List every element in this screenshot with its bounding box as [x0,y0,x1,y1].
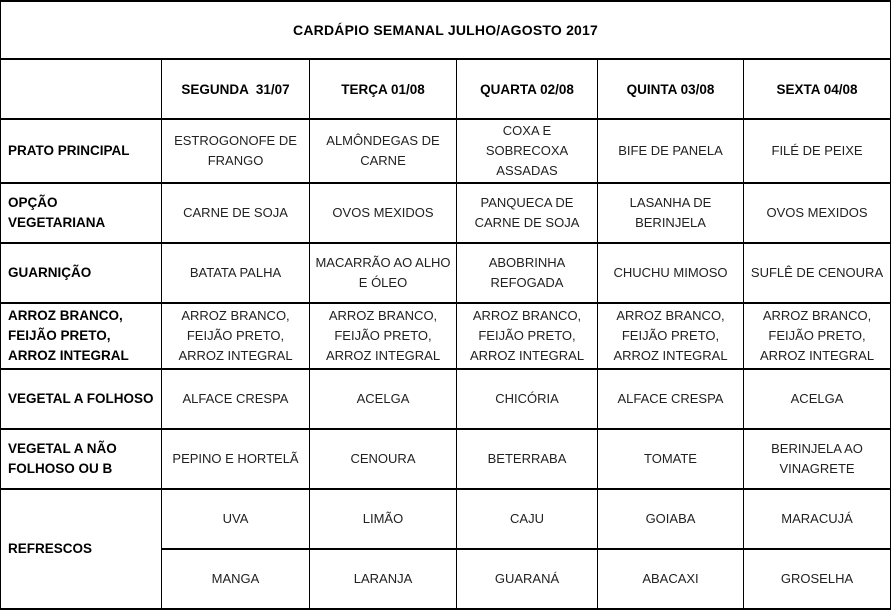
row-label-vegetal-nao-folhoso: VEGETAL A NÃO FOLHOSO OU B [0,428,162,490]
menu-cell: ALMÔNDEGAS DE CARNE [309,118,457,184]
menu-cell: ARROZ BRANCO, FEIJÃO PRETO, ARROZ INTEGR… [309,302,457,370]
menu-cell: ALFACE CRESPA [161,368,310,430]
menu-cell: ALFACE CRESPA [597,368,744,430]
menu-cell: CHICÓRIA [456,368,598,430]
menu-cell: GOIABA [597,488,744,550]
column-header-sexta: SEXTA 04/08 [742,58,891,120]
header-row: SEGUNDA 31/07 TERÇA 01/08 QUARTA 02/08 Q… [0,58,891,120]
menu-cell: ARROZ BRANCO, FEIJÃO PRETO, ARROZ INTEGR… [161,302,310,370]
menu-cell: SUFLÊ DE CENOURA [742,242,891,304]
menu-cell: LARANJA [309,548,457,610]
menu-cell: CHUCHU MIMOSO [597,242,744,304]
menu-cell: OVOS MEXIDOS [742,182,891,244]
menu-cell: PANQUECA DE CARNE DE SOJA [456,182,598,244]
table-row: VEGETAL A NÃO FOLHOSO OU B PEPINO E HORT… [0,428,891,490]
row-label-arroz-feijao: ARROZ BRANCO, FEIJÃO PRETO, ARROZ INTEGR… [0,302,162,370]
menu-cell: ARROZ BRANCO, FEIJÃO PRETO, ARROZ INTEGR… [742,302,891,370]
table-row-refrescos-1: REFRESCOS UVA LIMÃO CAJU GOIABA MARACUJÁ [0,488,891,610]
corner-cell [0,58,162,120]
menu-cell: ARROZ BRANCO, FEIJÃO PRETO, ARROZ INTEGR… [456,302,598,370]
menu-cell: COXA E SOBRECOXA ASSADAS [456,118,598,184]
menu-cell: BIFE DE PANELA [597,118,744,184]
title-row: CARDÁPIO SEMANAL JULHO/AGOSTO 2017 [0,0,891,60]
column-header-segunda: SEGUNDA 31/07 [161,58,310,120]
menu-title: CARDÁPIO SEMANAL JULHO/AGOSTO 2017 [0,0,891,60]
menu-cell: UVA [161,488,310,550]
menu-cell: ACELGA [742,368,891,430]
column-header-terca: TERÇA 01/08 [309,58,457,120]
menu-cell: ACELGA [309,368,457,430]
column-header-quarta: QUARTA 02/08 [456,58,598,120]
table-row: GUARNIÇÃO BATATA PALHA MACARRÃO AO ALHO … [0,242,891,304]
menu-cell: BETERRABA [456,428,598,490]
menu-cell: MACARRÃO AO ALHO E ÓLEO [309,242,457,304]
column-header-quinta: QUINTA 03/08 [597,58,744,120]
row-label-prato-principal: PRATO PRINCIPAL [0,118,162,184]
table-row: PRATO PRINCIPAL ESTROGONOFE DE FRANGO AL… [0,118,891,184]
menu-cell: TOMATE [597,428,744,490]
menu-cell: ESTROGONOFE DE FRANGO [161,118,310,184]
menu-cell: ABACAXI [597,548,744,610]
menu-cell: CENOURA [309,428,457,490]
menu-cell: GROSELHA [742,548,891,610]
row-label-opcao-vegetariana: OPÇÃO VEGETARIANA [0,182,162,244]
menu-cell: PEPINO E HORTELÃ [161,428,310,490]
row-label-guarnicao: GUARNIÇÃO [0,242,162,304]
row-label-refrescos: REFRESCOS [0,488,162,610]
menu-cell: BATATA PALHA [161,242,310,304]
table-row: VEGETAL A FOLHOSO ALFACE CRESPA ACELGA C… [0,368,891,430]
menu-cell: OVOS MEXIDOS [309,182,457,244]
menu-cell: FILÉ DE PEIXE [742,118,891,184]
table-row: OPÇÃO VEGETARIANA CARNE DE SOJA OVOS MEX… [0,182,891,244]
menu-cell: CARNE DE SOJA [161,182,310,244]
menu-cell: BERINJELA AO VINAGRETE [742,428,891,490]
menu-cell: MANGA [161,548,310,610]
menu-cell: ABOBRINHA REFOGADA [456,242,598,304]
menu-cell: ARROZ BRANCO, FEIJÃO PRETO, ARROZ INTEGR… [597,302,744,370]
menu-cell: LASANHA DE BERINJELA [597,182,744,244]
table-row-refrescos-2: MANGA LARANJA GUARANÁ ABACAXI GROSELHA [1,548,891,610]
table-row: ARROZ BRANCO, FEIJÃO PRETO, ARROZ INTEGR… [0,302,891,370]
row-label-vegetal-folhoso: VEGETAL A FOLHOSO [0,368,162,430]
menu-cell: MARACUJÁ [742,488,891,550]
menu-cell: CAJU [456,488,598,550]
menu-cell: LIMÃO [309,488,457,550]
menu-cell: GUARANÁ [456,548,598,610]
